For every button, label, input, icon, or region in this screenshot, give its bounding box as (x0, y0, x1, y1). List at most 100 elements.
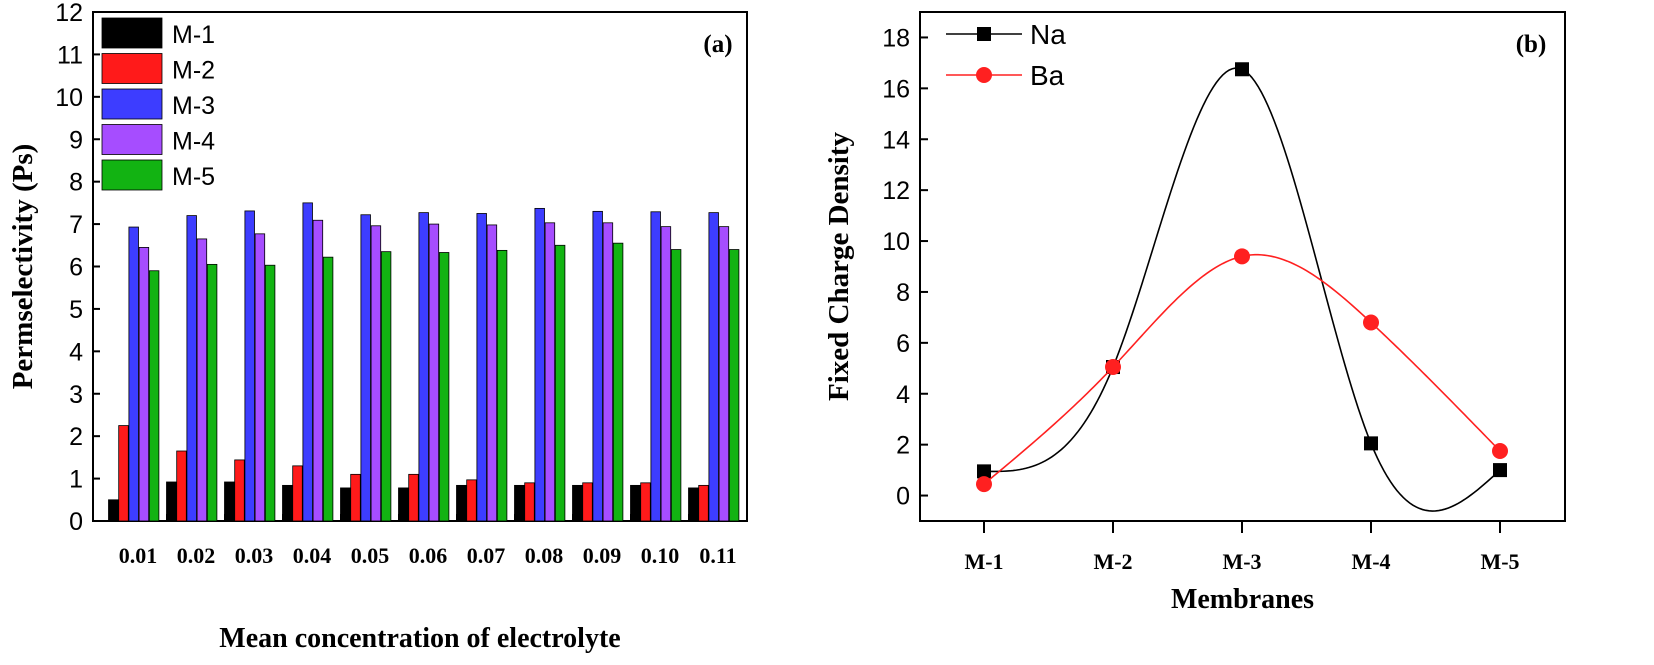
panel-label-a: (a) (703, 31, 732, 58)
y-tick-label: 4 (896, 381, 910, 409)
bar-m-3-0.10 (650, 211, 661, 522)
panel-label-b: (b) (1516, 31, 1547, 58)
bar-m-3-0.04 (302, 202, 313, 522)
marker-na-M-4 (1364, 436, 1378, 451)
x-tick-label: 0.06 (409, 543, 448, 568)
bar-m-4-0.08 (544, 222, 556, 522)
bar-m-4-0.03 (254, 233, 266, 522)
y-axis-title: Fixed Charge Density (823, 131, 855, 401)
legend-swatch-m-3 (101, 88, 163, 120)
legend-label-ba: Ba (1030, 60, 1065, 91)
bar-m-5-0.03 (264, 264, 276, 522)
x-tick-label: M-4 (1351, 549, 1390, 574)
y-tick-label: 14 (882, 126, 910, 154)
bar-m-3-0.11 (708, 212, 719, 522)
bar-m-2-0.10 (640, 482, 651, 522)
bar-m-4-0.02 (196, 238, 208, 522)
x-axis-title: Mean concentration of electrolyte (219, 623, 620, 654)
legend-swatch-m-4 (101, 124, 163, 155)
bar-m-5-0.08 (554, 244, 566, 522)
bar-m-3-0.08 (534, 207, 545, 522)
x-tick-label: 0.03 (235, 543, 274, 568)
legend-label-m-5: M-5 (172, 163, 215, 191)
bar-m-5-0.09 (612, 242, 624, 522)
bar-m-5-0.06 (438, 252, 450, 522)
y-axis-title: Permselectivity (Ps) (7, 144, 39, 390)
bar-m-2-0.05 (350, 473, 361, 522)
bar-m-1-0.04 (282, 484, 293, 522)
legend-swatch-m-1 (101, 17, 163, 49)
bar-m-5-0.02 (206, 263, 218, 522)
bar-m-4-0.05 (370, 225, 382, 522)
marker-na-M-3 (1235, 62, 1249, 77)
x-tick-label: M-3 (1222, 549, 1261, 574)
bar-m-5-0.10 (670, 249, 682, 522)
x-tick-label: 0.09 (583, 543, 622, 568)
x-tick-label: 0.05 (351, 543, 390, 568)
y-tick-label: 0 (896, 483, 910, 511)
bar-m-4-0.10 (660, 226, 672, 522)
y-tick-label: 2 (69, 423, 83, 451)
bar-m-3-0.05 (360, 214, 371, 522)
bar-m-2-0.02 (176, 450, 187, 522)
x-tick-label: 0.11 (699, 543, 736, 568)
bar-m-2-0.07 (466, 479, 477, 522)
bar-m-4-0.04 (312, 219, 324, 522)
bar-m-1-0.11 (688, 487, 699, 522)
bar-m-1-0.01 (108, 499, 119, 522)
bar-m-2-0.11 (698, 484, 709, 522)
y-tick-label: 5 (69, 296, 83, 324)
y-tick-label: 12 (55, 0, 83, 27)
y-tick-label: 18 (882, 24, 910, 52)
bar-m-2-0.09 (582, 482, 593, 522)
bar-m-2-0.06 (408, 473, 419, 522)
legend-marker-na (977, 27, 991, 41)
bar-m-1-0.05 (340, 487, 351, 522)
legend-swatch-m-2 (101, 53, 163, 84)
bar-m-2-0.08 (524, 482, 535, 522)
y-tick-label: 0 (69, 508, 83, 536)
bar-m-3-0.01 (128, 226, 139, 522)
x-tick-label: M-5 (1480, 549, 1519, 574)
legend-label-m-3: M-3 (172, 92, 215, 120)
bar-m-3-0.07 (476, 213, 487, 522)
x-tick-label: 0.07 (467, 543, 506, 568)
bar-m-3-0.02 (186, 215, 197, 522)
x-tick-label: 0.04 (293, 543, 332, 568)
bar-m-3-0.03 (244, 210, 255, 522)
x-tick-label: 0.02 (177, 543, 216, 568)
y-tick-label: 9 (69, 126, 83, 154)
bar-m-1-0.10 (630, 484, 641, 522)
y-tick-label: 6 (896, 330, 910, 358)
bar-m-4-0.01 (138, 247, 150, 522)
y-tick-label: 11 (57, 41, 83, 69)
y-tick-label: 7 (69, 211, 83, 239)
marker-na-M-1 (977, 464, 991, 479)
legend-swatch-m-5 (101, 159, 163, 191)
bar-m-2-0.01 (118, 425, 129, 522)
x-axis-title: Membranes (1171, 584, 1314, 615)
y-tick-label: 8 (69, 169, 83, 197)
y-tick-label: 16 (882, 75, 910, 103)
x-tick-label: M-1 (964, 549, 1003, 574)
y-tick-label: 2 (896, 432, 910, 460)
marker-ba-M-2 (1105, 359, 1121, 376)
legend-label-m-4: M-4 (172, 128, 215, 156)
bar-m-1-0.08 (514, 484, 525, 522)
bar-m-5-0.07 (496, 249, 508, 522)
y-tick-label: 10 (882, 228, 910, 256)
legend-label-na: Na (1030, 19, 1066, 50)
y-tick-label: 1 (69, 466, 83, 494)
marker-na-M-5 (1493, 463, 1507, 478)
x-tick-label: 0.08 (525, 543, 564, 568)
y-tick-label: 6 (69, 254, 83, 282)
bar-m-5-0.05 (380, 251, 392, 522)
chart-panel-b: 0 2 4 6 8 10 12 14 16 18 M-1 M-2 M-3 M-4 M-5 Na Ba (b) Mem… (823, 11, 1566, 615)
plot-frame (919, 11, 1566, 522)
bar-m-4-0.07 (486, 224, 498, 522)
series-line-na (983, 67, 1501, 512)
legend-label-m-1: M-1 (172, 21, 215, 49)
bar-m-3-0.06 (418, 212, 429, 522)
marker-ba-M-5 (1492, 443, 1508, 460)
y-tick-label: 4 (69, 338, 83, 366)
